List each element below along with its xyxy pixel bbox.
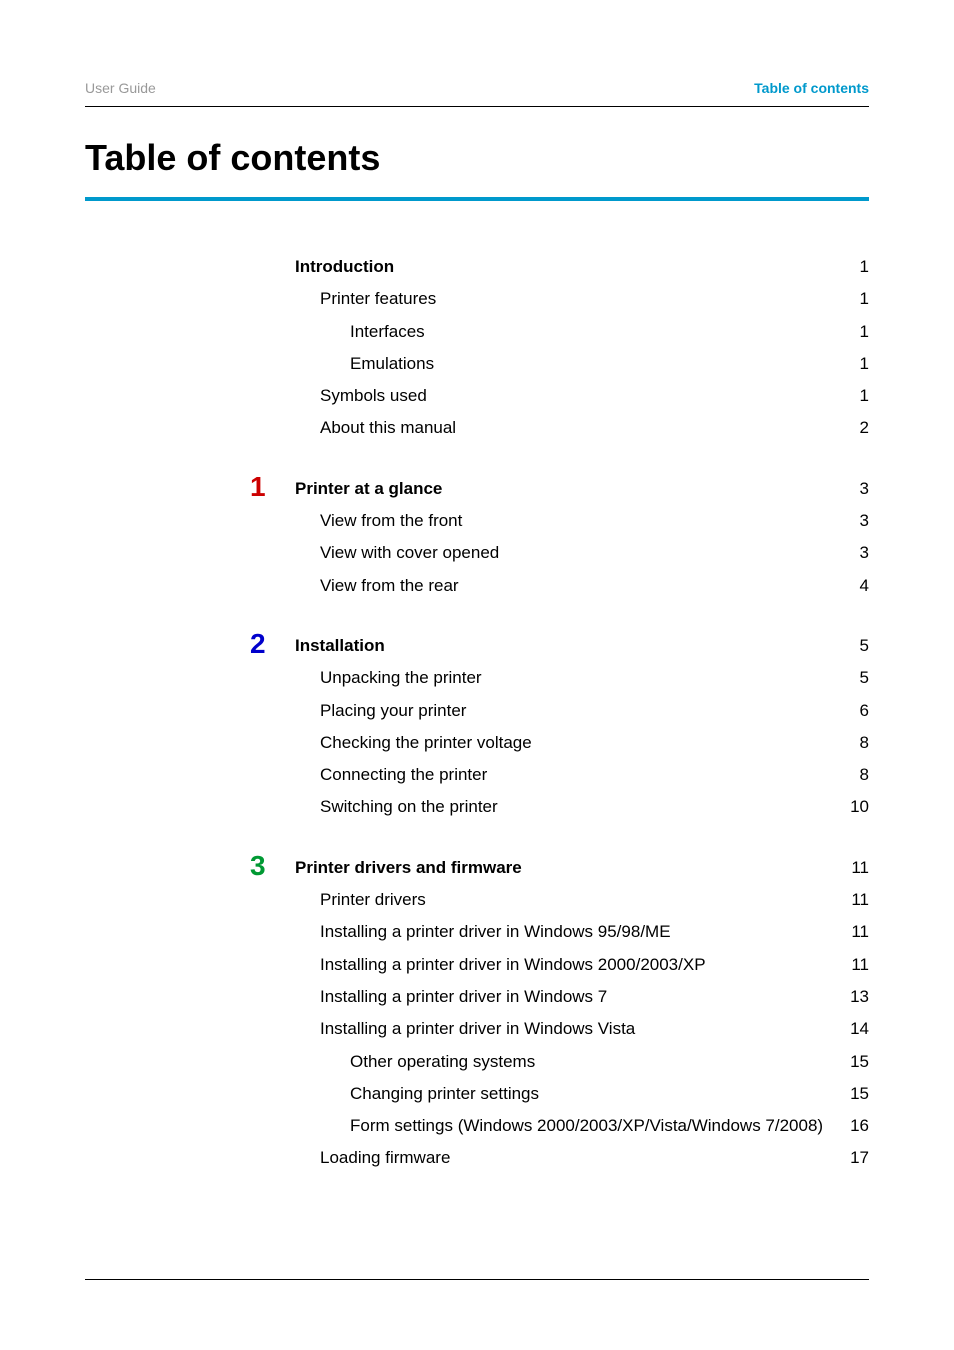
toc-item-row[interactable]: Checking the printer voltage 8 xyxy=(295,727,869,759)
toc-section-heading-row[interactable]: 3Printer drivers and firmware11 xyxy=(295,852,869,884)
toc-item-text: Installing a printer driver in Windows V… xyxy=(320,1013,840,1045)
footer-line xyxy=(85,1279,869,1280)
toc-item-text: Symbols used xyxy=(320,380,850,412)
toc-page-number: 11 xyxy=(851,884,869,916)
toc-item-text: Printer features xyxy=(320,283,850,315)
toc-item-text: Installing a printer driver in Windows 2… xyxy=(320,949,800,981)
toc-item-row[interactable]: Printer drivers 11 xyxy=(295,884,869,916)
toc-item-text: View with cover opened xyxy=(320,537,850,569)
toc-subitem-text: Interfaces xyxy=(350,316,850,348)
toc-page-number: 8 xyxy=(860,759,869,791)
toc-page-number: 5 xyxy=(860,662,869,694)
toc-page-number: 17 xyxy=(850,1142,869,1174)
toc-item-row[interactable]: View with cover opened 3 xyxy=(295,537,869,569)
toc-page-number: 11 xyxy=(851,949,869,981)
header-right: Table of contents xyxy=(754,80,869,96)
toc-item-row[interactable]: About this manual 2 xyxy=(295,412,869,444)
header-left: User Guide xyxy=(85,80,156,96)
toc-page-number: 4 xyxy=(860,570,869,602)
toc-item-text: Checking the printer voltage xyxy=(320,727,850,759)
toc-item-row[interactable]: Unpacking the printer 5 xyxy=(295,662,869,694)
toc-page-number: 15 xyxy=(850,1046,869,1078)
toc-item-row[interactable]: View from the rear 4 xyxy=(295,570,869,602)
toc-section-heading-row[interactable]: 1Printer at a glance3 xyxy=(295,473,869,505)
chapter-number: 1 xyxy=(250,473,266,501)
toc-section: Introduction1Printer features1Interfaces… xyxy=(295,251,869,445)
toc-item-text: Placing your printer xyxy=(320,695,850,727)
toc-page-number: 3 xyxy=(860,537,869,569)
toc-page-number: 5 xyxy=(860,630,869,662)
toc-item-text: View from the rear xyxy=(320,570,850,602)
toc-item-row[interactable]: Loading firmware 17 xyxy=(295,1142,869,1174)
toc-item-row[interactable]: Installing a printer driver in Windows V… xyxy=(295,1013,869,1045)
page-title: Table of contents xyxy=(85,137,869,201)
toc-page-number: 10 xyxy=(850,791,869,823)
toc-item-text: Switching on the printer xyxy=(320,791,840,823)
chapter-number: 2 xyxy=(250,630,266,658)
toc-page-number: 14 xyxy=(850,1013,869,1045)
toc-section-heading: Installation xyxy=(295,630,850,662)
toc-item-row[interactable]: Switching on the printer 10 xyxy=(295,791,869,823)
toc-subitem-text: Changing printer settings xyxy=(350,1078,840,1110)
toc-item-row[interactable]: Form settings (Windows 2000/2003/XP/Vist… xyxy=(295,1110,869,1142)
toc-page-number: 13 xyxy=(850,981,869,1013)
toc-item-text: Connecting the printer xyxy=(320,759,850,791)
toc-item-row[interactable]: Installing a printer driver in Windows 9… xyxy=(295,916,869,948)
toc-page-number: 3 xyxy=(860,473,869,505)
toc-page-number: 3 xyxy=(860,505,869,537)
toc-item-row[interactable]: Installing a printer driver in Windows 2… xyxy=(295,949,869,981)
toc-subitem-text: Other operating systems xyxy=(350,1046,840,1078)
toc-item-row[interactable]: Placing your printer 6 xyxy=(295,695,869,727)
toc-page-number: 1 xyxy=(860,283,869,315)
toc-section-heading-row[interactable]: Introduction 1 xyxy=(295,251,869,283)
toc-page-number: 11 xyxy=(851,916,869,948)
toc-item-text: Installing a printer driver in Windows 7 xyxy=(320,981,840,1013)
toc-item-text: Installing a printer driver in Windows 9… xyxy=(320,916,841,948)
toc-item-row[interactable]: Connecting the printer 8 xyxy=(295,759,869,791)
toc-item-row[interactable]: Emulations 1 xyxy=(295,348,869,380)
toc-section: 2Installation5Unpacking the printer5Plac… xyxy=(295,630,869,824)
toc-item-row[interactable]: Interfaces 1 xyxy=(295,316,869,348)
toc-item-text: About this manual xyxy=(320,412,850,444)
toc-item-row[interactable]: Symbols used 1 xyxy=(295,380,869,412)
toc-page-number: 1 xyxy=(860,348,869,380)
toc-item-row[interactable]: Changing printer settings 15 xyxy=(295,1078,869,1110)
toc-section-heading-row[interactable]: 2Installation5 xyxy=(295,630,869,662)
toc-section-heading: Printer at a glance xyxy=(295,473,850,505)
header-row: User Guide Table of contents xyxy=(85,80,869,107)
toc-section: 3Printer drivers and firmware11Printer d… xyxy=(295,852,869,1175)
toc-page-number: 8 xyxy=(860,727,869,759)
toc-page-number: 16 xyxy=(850,1110,869,1142)
toc-item-text: View from the front xyxy=(320,505,850,537)
toc-item-text: Printer drivers xyxy=(320,884,841,916)
toc-item-row[interactable]: Other operating systems 15 xyxy=(295,1046,869,1078)
toc-item-row[interactable]: Installing a printer driver in Windows 7… xyxy=(295,981,869,1013)
toc-section-heading: Printer drivers and firmware xyxy=(295,852,841,884)
toc-subitem-text: Form settings (Windows 2000/2003/XP/Vist… xyxy=(350,1110,830,1142)
toc-page-number: 6 xyxy=(860,695,869,727)
toc-page-number: 1 xyxy=(860,380,869,412)
toc-item-text: Unpacking the printer xyxy=(320,662,850,694)
toc-item-text: Loading firmware xyxy=(320,1142,840,1174)
chapter-number: 3 xyxy=(250,852,266,880)
toc-container: Introduction1Printer features1Interfaces… xyxy=(295,251,869,1175)
toc-page-number: 11 xyxy=(851,852,869,884)
toc-section-heading: Introduction xyxy=(295,251,850,283)
toc-page-number: 2 xyxy=(860,412,869,444)
toc-item-row[interactable]: Printer features 1 xyxy=(295,283,869,315)
toc-subitem-text: Emulations xyxy=(350,348,850,380)
toc-page-number: 1 xyxy=(860,251,869,283)
toc-page-number: 15 xyxy=(850,1078,869,1110)
toc-item-row[interactable]: View from the front 3 xyxy=(295,505,869,537)
toc-page-number: 1 xyxy=(860,316,869,348)
toc-section: 1Printer at a glance3View from the front… xyxy=(295,473,869,602)
